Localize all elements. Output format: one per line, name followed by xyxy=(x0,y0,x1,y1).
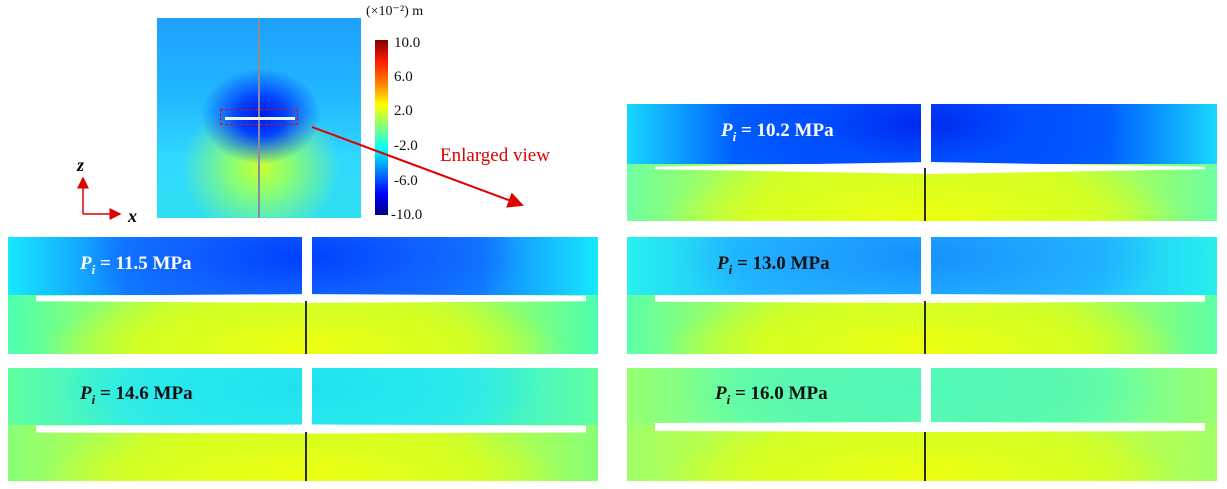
colorbar-tick: 6.0 xyxy=(394,69,413,85)
fracture xyxy=(225,117,295,120)
panel-16-0: Pi = 16.0 MPa xyxy=(627,368,1217,481)
colorbar-unit: (×10⁻²) m xyxy=(366,4,424,19)
colorbar-tick: -2.0 xyxy=(394,138,418,154)
panel-11-5: Pi = 11.5 MPa xyxy=(8,237,598,354)
x-axis-label: x xyxy=(128,206,137,226)
colorbar-tick: 2.0 xyxy=(394,103,413,119)
z-axis-label: z xyxy=(77,155,85,175)
zoom-region-box xyxy=(220,109,298,125)
panel-label: Pi = 16.0 MPa xyxy=(715,383,828,407)
colorbar-tick: -10.0 xyxy=(391,207,423,223)
enlarged-view-arrow xyxy=(311,126,524,208)
colorbar xyxy=(375,40,388,215)
colorbar-tick: 10.0 xyxy=(394,35,421,51)
panel-14-6: Pi = 14.6 MPa xyxy=(8,368,598,481)
overview-model xyxy=(157,18,361,218)
panel-label: Pi = 14.6 MPa xyxy=(80,383,193,407)
panel-label: Pi = 11.5 MPa xyxy=(80,253,192,277)
panel-10-2: Pi = 10.2 MPa xyxy=(627,104,1217,221)
enlarged-view-label: Enlarged view xyxy=(440,145,550,166)
panel-13-0: Pi = 13.0 MPa xyxy=(627,237,1217,354)
panel-label: Pi = 10.2 MPa xyxy=(721,120,834,144)
colorbar-tick: -6.0 xyxy=(394,173,418,189)
panel-label: Pi = 13.0 MPa xyxy=(717,253,830,277)
